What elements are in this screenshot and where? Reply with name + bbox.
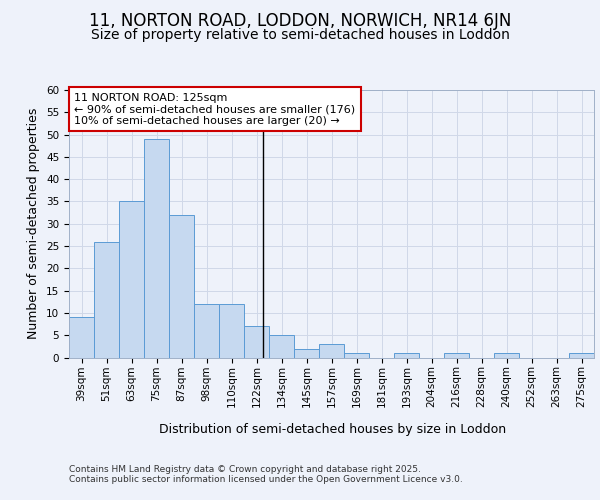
Bar [494, 353, 519, 358]
Text: 11, NORTON ROAD, LODDON, NORWICH, NR14 6JN: 11, NORTON ROAD, LODDON, NORWICH, NR14 6… [89, 12, 511, 30]
Bar [269, 335, 294, 357]
Bar [219, 304, 244, 358]
Bar [319, 344, 344, 358]
Bar [344, 353, 369, 358]
Bar [169, 215, 194, 358]
Bar [194, 304, 219, 358]
Text: Size of property relative to semi-detached houses in Loddon: Size of property relative to semi-detach… [91, 28, 509, 42]
Text: 11 NORTON ROAD: 125sqm
← 90% of semi-detached houses are smaller (176)
10% of se: 11 NORTON ROAD: 125sqm ← 90% of semi-det… [74, 92, 355, 126]
Bar [244, 326, 269, 358]
Bar [69, 318, 94, 358]
Bar [94, 242, 119, 358]
Bar [444, 353, 469, 358]
Text: Contains HM Land Registry data © Crown copyright and database right 2025.
Contai: Contains HM Land Registry data © Crown c… [69, 465, 463, 484]
Bar [294, 348, 319, 358]
Text: Distribution of semi-detached houses by size in Loddon: Distribution of semi-detached houses by … [160, 422, 506, 436]
Bar [144, 139, 169, 358]
Bar [569, 353, 594, 358]
Y-axis label: Number of semi-detached properties: Number of semi-detached properties [28, 108, 40, 340]
Bar [394, 353, 419, 358]
Bar [119, 202, 144, 358]
